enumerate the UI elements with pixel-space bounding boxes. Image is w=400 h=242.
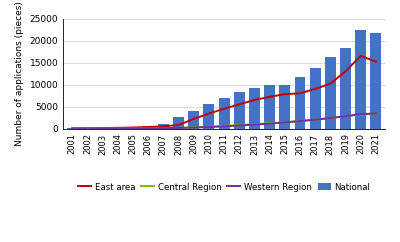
Western Region [146, 127, 150, 130]
Central Region [191, 126, 196, 129]
East area [222, 107, 226, 110]
Central Region [328, 117, 333, 120]
Central Region [374, 113, 378, 115]
East area [130, 126, 135, 129]
Bar [67, 128, 78, 129]
Western Region [70, 127, 75, 130]
Central Region [358, 113, 363, 116]
Western Region [298, 120, 302, 122]
East area [100, 127, 105, 129]
East area [343, 70, 348, 73]
East area [206, 112, 211, 115]
Central Region [70, 127, 75, 130]
Bar [158, 124, 169, 129]
Bar [249, 88, 260, 129]
East area [176, 124, 181, 127]
Bar [204, 104, 214, 129]
Bar [325, 57, 336, 129]
Bar [112, 127, 123, 129]
Western Region [100, 127, 105, 130]
Bar [82, 128, 93, 129]
Line: Western Region: Western Region [72, 113, 376, 129]
East area [237, 103, 242, 106]
Western Region [282, 121, 287, 124]
Bar [264, 85, 275, 129]
Bar [294, 77, 306, 129]
Central Region [252, 123, 257, 126]
East area [282, 93, 287, 96]
Bar [234, 91, 245, 129]
Western Region [374, 112, 378, 115]
East area [146, 126, 150, 129]
East area [85, 127, 90, 130]
Bar [219, 98, 230, 129]
Western Region [206, 126, 211, 129]
Western Region [85, 127, 90, 130]
Central Region [298, 120, 302, 122]
East area [252, 98, 257, 101]
Bar [340, 47, 351, 129]
Western Region [222, 125, 226, 128]
Central Region [100, 127, 105, 130]
Line: East area: East area [72, 56, 376, 128]
Central Region [313, 118, 318, 121]
East area [267, 95, 272, 98]
Bar [128, 127, 138, 129]
Central Region [237, 124, 242, 127]
Western Region [237, 124, 242, 127]
Bar [97, 128, 108, 129]
East area [116, 126, 120, 129]
East area [358, 54, 363, 57]
Central Region [343, 115, 348, 118]
Bar [188, 111, 199, 129]
East area [298, 92, 302, 95]
Western Region [328, 117, 333, 120]
Y-axis label: Number of applications (pieces): Number of applications (pieces) [15, 1, 24, 146]
Central Region [282, 121, 287, 124]
Bar [370, 33, 381, 129]
Western Region [252, 123, 257, 126]
Bar [173, 117, 184, 129]
Bar [310, 68, 321, 129]
Legend: East area, Central Region, Western Region, National: East area, Central Region, Western Regio… [75, 179, 373, 195]
Bar [143, 126, 154, 129]
Central Region [116, 127, 120, 130]
East area [328, 82, 333, 85]
Western Region [191, 126, 196, 129]
Central Region [267, 122, 272, 125]
Central Region [176, 126, 181, 129]
Central Region [85, 127, 90, 130]
Bar [279, 84, 290, 129]
Central Region [146, 127, 150, 130]
Central Region [206, 125, 211, 128]
Western Region [267, 122, 272, 125]
East area [374, 60, 378, 63]
Western Region [358, 113, 363, 115]
Western Region [176, 127, 181, 129]
Western Region [161, 127, 166, 130]
Western Region [313, 118, 318, 121]
Central Region [161, 127, 166, 130]
East area [161, 125, 166, 128]
East area [191, 117, 196, 120]
Western Region [343, 115, 348, 118]
Line: Central Region: Central Region [72, 114, 376, 129]
Central Region [222, 124, 226, 127]
Central Region [130, 127, 135, 130]
East area [70, 127, 75, 130]
Western Region [116, 127, 120, 130]
Western Region [130, 127, 135, 130]
East area [313, 87, 318, 90]
Bar [355, 30, 366, 129]
